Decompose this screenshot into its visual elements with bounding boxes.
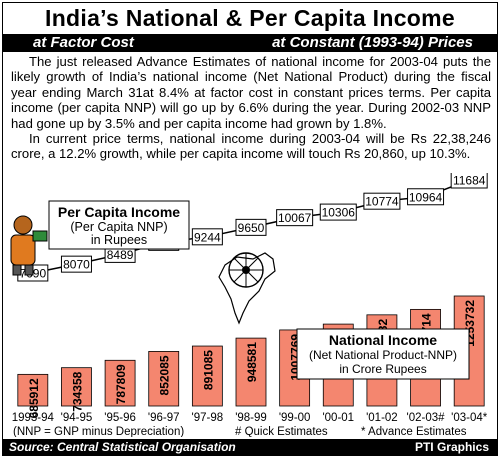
note-nnp: (NNP = GNP minus Depreciation): [13, 426, 184, 437]
per-capita-legend-sub2: in Rupees: [91, 233, 147, 247]
x-tick-label: '95-96: [104, 412, 136, 424]
national-legend-sub2: in Crore Rupees: [339, 362, 426, 376]
per-capita-value-label: 10067: [278, 211, 312, 225]
national-income-value-label: 891085: [201, 350, 215, 390]
national-income-bar: [104, 359, 136, 407]
per-capita-legend: Per Capita Income (Per Capita NNP) in Ru…: [48, 200, 190, 250]
per-capita-legend-box: [48, 200, 190, 250]
footer-source: Source: Central Statistical Organisation: [9, 440, 236, 454]
footer-bar: Source: Central Statistical Organisation…: [3, 439, 497, 455]
national-legend-box: [296, 328, 470, 380]
x-tick-label: '94-95: [61, 412, 93, 424]
person-with-money-icon: [10, 215, 48, 276]
national-legend-sub1: (Net National Product-NNP): [309, 348, 457, 362]
national-legend-title: National Income: [329, 332, 437, 348]
national-income-value-label: 685912: [27, 378, 41, 418]
national-income-value-label: 787809: [114, 364, 128, 404]
subtitle-right: at Constant (1993-94) Prices: [272, 34, 473, 51]
income-chart: 685912 734358 787809 852085 891085 948581 1007…: [10, 173, 488, 437]
x-tick-label: '01-02: [366, 412, 398, 424]
x-tick-label: '00-01: [322, 412, 354, 424]
x-tick-label: '03-04*: [451, 412, 488, 424]
note-advance: * Advance Estimates: [361, 426, 467, 437]
note-quick: # Quick Estimates: [235, 426, 328, 437]
x-tick-label: 1993-94: [12, 412, 55, 424]
india-map-icon: [218, 252, 276, 325]
intro-paragraph-2: In current price terms, national income …: [11, 131, 491, 162]
per-capita-value-label: 9244: [194, 230, 221, 244]
per-capita-legend-title: Per Capita Income: [58, 204, 180, 220]
per-capita-point-box: [191, 228, 223, 246]
x-tick-label: '96-97: [148, 412, 180, 424]
intro-paragraph-1: The just released Advance Estimates of n…: [11, 54, 491, 131]
per-capita-point-box: [363, 192, 401, 210]
per-capita-point-box: [276, 209, 314, 227]
infographic-frame: India’s National & Per Capita Income at …: [2, 2, 498, 456]
chart-title: India’s National & Per Capita Income: [45, 5, 455, 31]
x-tick-label: '98-99: [235, 412, 267, 424]
footer-credit: PTI Graphics: [414, 440, 489, 454]
national-legend: National Income (Net National Product-NN…: [296, 328, 470, 380]
national-income-bar: [17, 373, 49, 407]
national-income-bar: [61, 367, 92, 407]
per-capita-point-box: [450, 173, 488, 189]
national-income-bar: [191, 345, 223, 407]
subtitle-left: at Factor Cost: [33, 34, 134, 51]
national-income-bar: [148, 351, 180, 407]
national-income-bar: [235, 337, 267, 407]
per-capita-value-label: 10964: [409, 190, 443, 204]
x-tick-label: '02-03#: [407, 412, 446, 424]
per-capita-value-label: 11684: [453, 174, 486, 188]
national-income-value-label: 734358: [70, 371, 84, 411]
per-capita-value-label: 10774: [365, 195, 399, 209]
per-capita-point-box: [235, 218, 267, 236]
x-tick-label: '99-00: [279, 412, 311, 424]
x-tick-label: '97-98: [192, 412, 224, 424]
x-tick-labels: 1993-94 '94-95 '95-96 '96-97 '97-98 '98-99 '99…: [12, 412, 488, 424]
per-capita-point-box: [407, 188, 445, 206]
per-capita-value-label: 9650: [238, 221, 265, 235]
intro-text: The just released Advance Estimates of n…: [11, 54, 491, 162]
per-capita-point-box: [60, 255, 92, 273]
subtitle-bar: at Factor Cost at Constant (1993-94) Pri…: [3, 34, 497, 52]
per-capita-legend-sub1: (Per Capita NNP): [70, 220, 167, 234]
per-capita-value-label: 8070: [63, 258, 90, 272]
per-capita-value-label: 10306: [322, 206, 356, 220]
per-capita-value-label: 8489: [107, 248, 134, 262]
per-capita-point-box: [319, 203, 357, 221]
national-income-value-label: 948581: [245, 342, 259, 382]
national-income-value-label: 852085: [158, 355, 172, 395]
